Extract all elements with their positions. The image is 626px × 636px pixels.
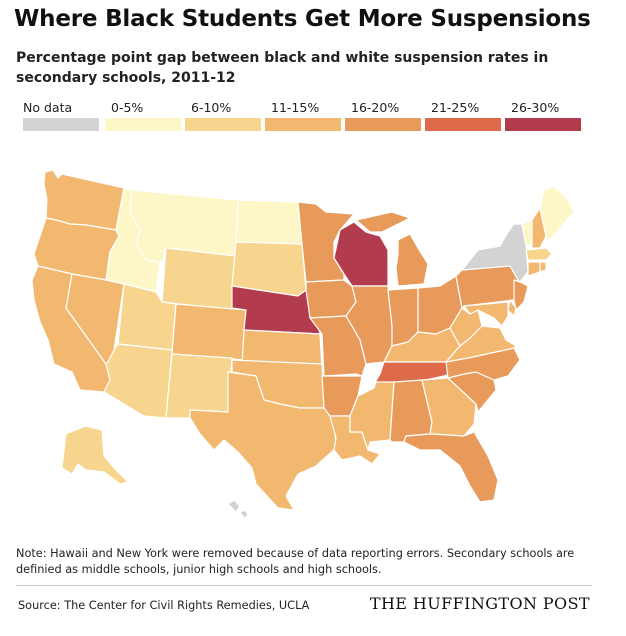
- footnote: Note: Hawaii and New York were removed b…: [16, 547, 575, 576]
- state-hawaii: [227, 499, 249, 519]
- state-alaska: [61, 425, 129, 485]
- chart-subtitle: Percentage point gap between black and w…: [16, 50, 549, 86]
- state-new-mexico: [165, 353, 233, 419]
- publisher-logo: THE HUFFINGTON POST: [369, 594, 590, 613]
- state-wisconsin: [333, 221, 389, 287]
- legend-label: 21-25%: [431, 100, 480, 115]
- us-state-map: [31, 169, 575, 519]
- state-colorado: [171, 303, 247, 361]
- state-minnesota: [297, 201, 355, 283]
- state-florida: [403, 431, 499, 503]
- legend-swatch: [105, 118, 181, 131]
- state-wyoming: [161, 247, 237, 311]
- state-connecticut: [527, 261, 541, 277]
- state-maine: [539, 185, 575, 243]
- state-massachusetts: [525, 247, 553, 261]
- state-michigan: [355, 211, 429, 287]
- legend-label: 16-20%: [351, 100, 400, 115]
- legend-label: 11-15%: [271, 100, 320, 115]
- legend-swatch: [345, 118, 421, 131]
- state-texas: [189, 371, 337, 511]
- legend-swatch: [505, 118, 581, 131]
- state-new-hampshire: [531, 207, 547, 249]
- legend-label: 26-30%: [511, 100, 560, 115]
- state-new-jersey: [513, 279, 529, 311]
- legend-swatch: [265, 118, 341, 131]
- state-maryland: [463, 301, 509, 327]
- state-north-dakota: [235, 199, 303, 245]
- legend-label: No data: [23, 100, 73, 115]
- divider: [16, 585, 592, 586]
- state-arizona: [103, 343, 173, 419]
- legend-swatch: [185, 118, 261, 131]
- state-rhode-island: [539, 261, 547, 273]
- chart-title: Where Black Students Get More Suspension…: [14, 6, 591, 32]
- state-pennsylvania: [455, 265, 519, 309]
- legend-swatch: [425, 118, 501, 131]
- state-mississippi: [349, 381, 395, 451]
- legend-swatch: [23, 118, 99, 131]
- state-west-virginia: [449, 307, 483, 347]
- source-line: Source: The Center for Civil Rights Reme…: [18, 599, 310, 612]
- legend-label: 0-5%: [111, 100, 144, 115]
- state-delaware: [507, 299, 517, 317]
- legend-label: 6-10%: [191, 100, 232, 115]
